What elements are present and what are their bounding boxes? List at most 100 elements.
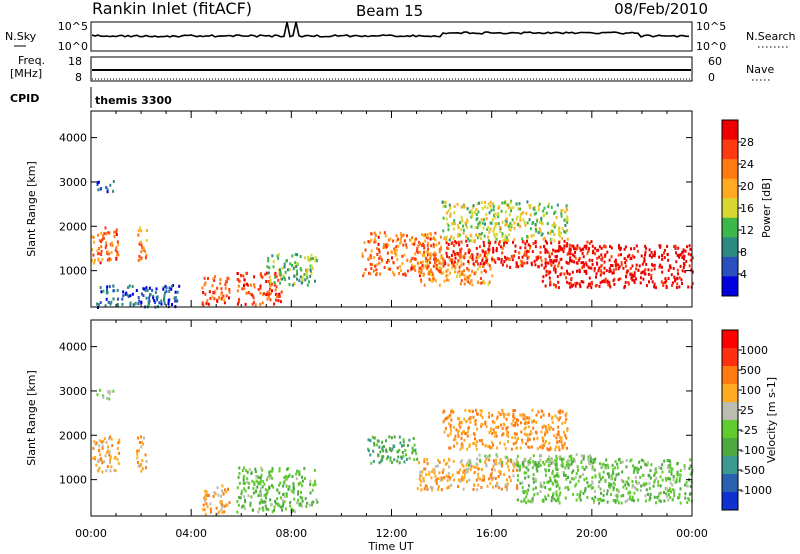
data-cell <box>568 281 571 285</box>
data-cell <box>649 492 652 496</box>
data-cell <box>547 458 549 461</box>
data-cell <box>455 274 458 278</box>
data-cell <box>519 259 522 263</box>
data-cell <box>536 492 539 496</box>
data-cell <box>115 230 118 234</box>
data-cell <box>243 495 246 499</box>
data-cell <box>407 444 409 447</box>
data-cell <box>279 268 281 272</box>
data-cell <box>431 470 434 474</box>
data-cell <box>514 423 516 427</box>
data-cell <box>488 431 491 435</box>
data-cell <box>310 257 313 261</box>
data-cell <box>563 473 565 477</box>
data-cell <box>364 268 367 271</box>
data-cell <box>266 297 269 301</box>
data-cell <box>537 265 540 269</box>
data-cell <box>570 458 573 462</box>
data-cell <box>250 471 253 475</box>
data-cell <box>585 477 588 481</box>
data-cell <box>140 440 143 444</box>
data-cell <box>94 258 96 262</box>
data-cell <box>443 430 446 434</box>
data-cell <box>112 284 115 288</box>
data-cell <box>608 270 611 273</box>
data-cell <box>203 496 206 500</box>
data-cell <box>456 252 459 256</box>
data-cell <box>513 416 516 420</box>
data-cell <box>589 484 592 488</box>
data-cell <box>466 220 469 224</box>
data-cell <box>462 228 465 232</box>
data-cell <box>419 242 421 245</box>
data-cell <box>243 474 246 478</box>
data-cell <box>488 280 491 284</box>
data-cell <box>316 500 319 504</box>
data-cell <box>469 273 472 277</box>
data-cell <box>405 457 408 461</box>
data-cell <box>632 464 634 468</box>
data-cell <box>650 463 653 467</box>
data-cell <box>570 244 573 248</box>
data-cell <box>464 221 467 225</box>
data-cell <box>306 501 309 505</box>
data-cell <box>572 492 574 496</box>
data-cell <box>559 409 562 413</box>
data-cell <box>373 231 376 235</box>
data-cell <box>143 436 145 440</box>
data-cell <box>274 292 277 296</box>
data-cell <box>453 205 456 208</box>
data-cell <box>535 421 538 424</box>
x-tick-label: 04:00 <box>175 527 207 540</box>
data-cell <box>304 497 307 501</box>
data-cell <box>579 283 581 287</box>
data-cell <box>399 236 402 240</box>
data-cell <box>477 476 480 480</box>
data-cell <box>490 427 493 431</box>
data-cell <box>679 487 682 491</box>
data-cell <box>243 278 246 282</box>
data-cell <box>573 247 576 251</box>
data-cell <box>282 504 284 508</box>
data-cell <box>489 200 492 204</box>
data-cell <box>296 501 299 505</box>
data-cell <box>480 439 483 442</box>
data-cell <box>314 256 317 259</box>
data-cell <box>475 447 478 451</box>
data-cell <box>620 261 623 265</box>
data-cell <box>422 274 425 277</box>
data-cell <box>174 290 177 294</box>
data-cell <box>377 235 380 239</box>
data-cell <box>92 446 95 450</box>
data-cell <box>254 470 257 474</box>
data-cell <box>563 218 566 222</box>
data-cell <box>253 283 256 287</box>
data-cell <box>421 244 424 247</box>
data-cell <box>557 286 560 290</box>
data-cell <box>422 479 425 483</box>
data-cell <box>583 454 586 458</box>
data-cell <box>571 270 574 274</box>
data-cell <box>555 467 557 471</box>
data-cell <box>144 256 147 260</box>
data-cell <box>381 455 384 459</box>
data-cell <box>686 484 689 488</box>
data-cell <box>642 482 645 486</box>
data-cell <box>593 490 596 493</box>
data-cell <box>661 257 664 261</box>
data-cell <box>273 302 276 306</box>
data-cell <box>116 228 118 232</box>
data-cell <box>495 453 498 457</box>
data-cell <box>492 250 495 254</box>
data-cell <box>459 282 462 286</box>
data-cell <box>516 423 519 427</box>
data-cell <box>547 270 550 274</box>
data-cell <box>377 439 380 443</box>
data-cell <box>254 303 257 307</box>
data-cell <box>111 241 113 245</box>
data-cell <box>645 263 648 266</box>
colorbar-tick-label: -1000 <box>740 484 772 497</box>
data-cell <box>427 236 430 240</box>
data-cell <box>524 476 527 480</box>
data-cell <box>534 245 537 249</box>
